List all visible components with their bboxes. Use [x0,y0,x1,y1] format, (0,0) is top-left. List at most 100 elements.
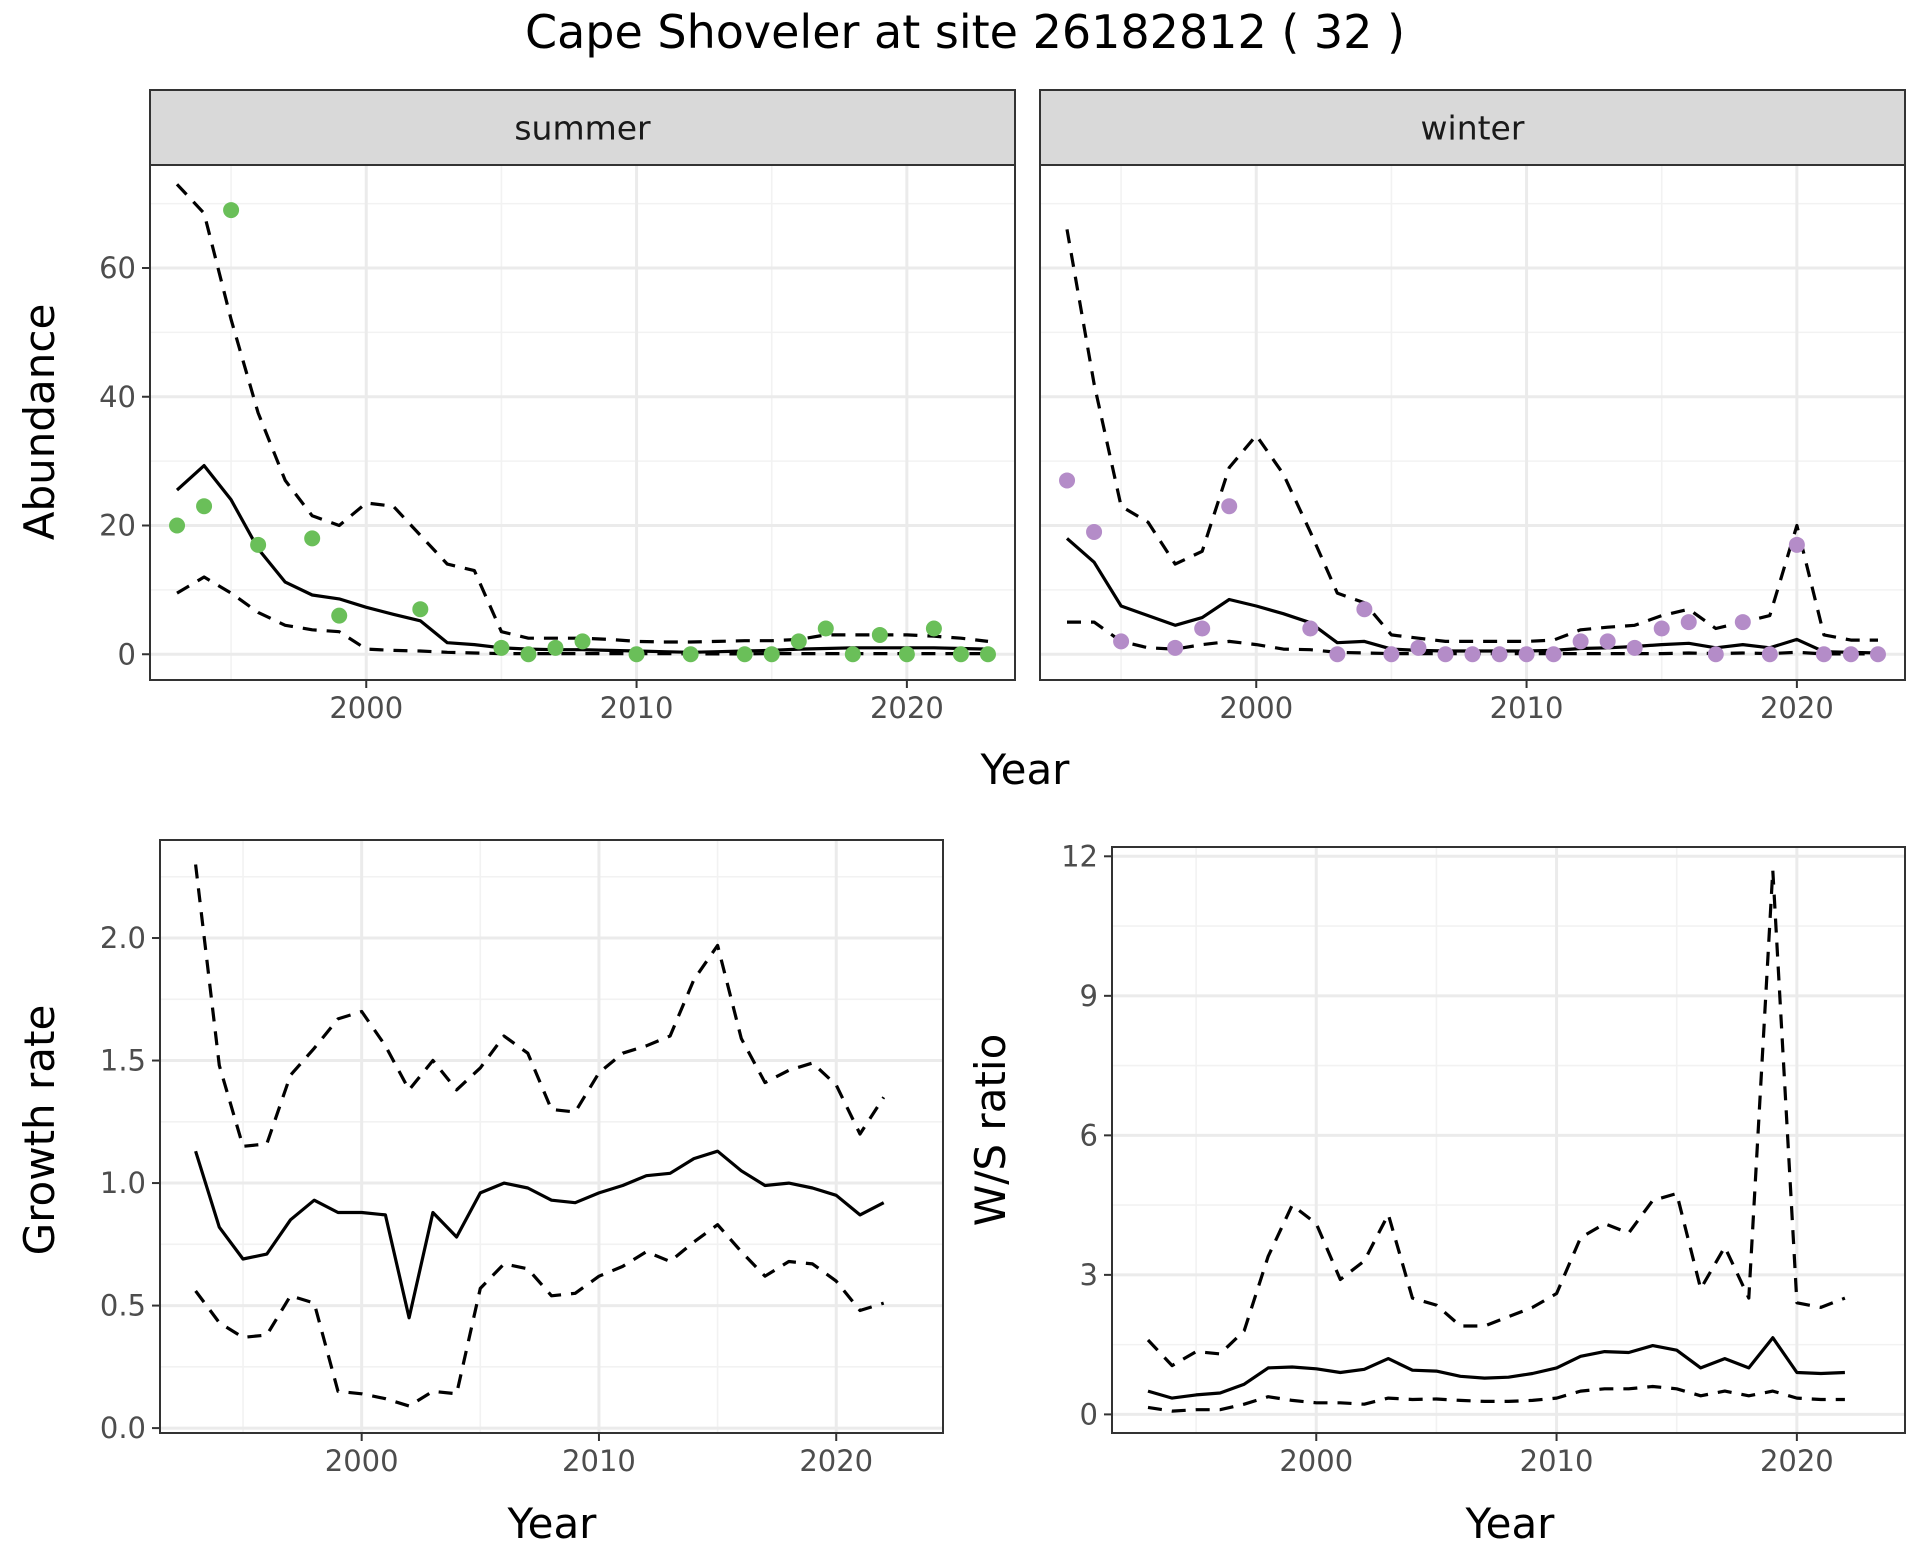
y-tick-label: 6 [1080,1118,1098,1152]
data-point [1437,646,1454,663]
y-tick-label: 40 [99,380,136,414]
series-line-lower [1147,1384,1845,1413]
facet-strip-label: summer [514,109,651,148]
y-tick-label: 0.5 [100,1289,146,1323]
x-tick-label: 2000 [1279,1444,1353,1478]
data-point [817,620,834,637]
data-point [223,202,240,219]
figure-title: Cape Shoveler at site 26182812 ( 32 ) [525,5,1405,59]
data-point [1869,646,1886,663]
data-point [169,517,186,534]
x-tick-label: 2010 [1490,691,1564,725]
data-point [1086,523,1103,540]
data-point [493,639,510,656]
data-point [574,633,591,650]
y-tick-label: 2.0 [100,921,146,955]
data-point [979,646,996,663]
x-tick-label: 2000 [1219,691,1293,725]
series-line-upper [175,183,989,644]
data-point [1464,646,1481,663]
facet-strip [149,89,1016,166]
data-point [898,646,915,663]
y-tick-label: 12 [1061,839,1098,873]
data-point [1626,639,1643,656]
data-point [1707,646,1724,663]
panel-ws-ratio: 2000 2010 2020 0 3 6 9 12 [1061,839,1906,1478]
x-tick-label: 2010 [1520,1444,1594,1478]
panel-summer: summer 2000 2010 2020 0 20 40 60 [99,89,1016,725]
data-point [682,646,699,663]
y-tick-label: 0 [1080,1397,1098,1431]
growth-x-axis-title: Year [507,1499,598,1548]
y-tick-label: 20 [99,509,136,543]
y-tick-label: 1.0 [100,1166,146,1200]
y-tick-label: 60 [99,251,136,285]
x-tick-label: 2000 [325,1444,399,1478]
data-point [1194,620,1211,637]
data-point [250,536,267,553]
data-point [1599,633,1616,650]
x-tick-label: 2010 [562,1444,636,1478]
panel-border [1111,846,1906,1434]
plot-background [160,840,943,1433]
data-point [1815,646,1832,663]
data-point [196,498,213,515]
top-y-axis-title: Abundance [15,304,64,541]
x-tick-label: 2010 [600,691,674,725]
data-point [790,633,807,650]
series-line-upper [1146,868,1846,1368]
data-point [1059,472,1076,489]
x-tick-label: 2000 [329,691,403,725]
data-point [763,646,780,663]
data-point [1221,498,1238,515]
data-point [1788,536,1805,553]
x-tick-label: 2020 [799,1444,873,1478]
ws-x-axis-title: Year [1465,1499,1556,1548]
series-line-mean [194,1149,885,1320]
plot-background [150,165,1015,680]
data-point [1167,639,1184,656]
x-tick-label: 2020 [1760,691,1834,725]
data-point [1113,633,1130,650]
data-point [1761,646,1778,663]
y-tick-label: 3 [1080,1258,1098,1292]
data-point [871,626,888,643]
data-point [520,646,537,663]
data-point [844,646,861,663]
data-point [1842,646,1859,663]
growth-y-axis-title: Growth rate [15,1005,64,1256]
ws-y-axis-title: W/S ratio [966,1034,1015,1227]
x-tick-label: 2020 [1760,1444,1834,1478]
y-tick-label: 1.5 [100,1044,146,1078]
data-point [952,646,969,663]
x-tick-label: 2020 [870,691,944,725]
data-point [736,646,753,663]
data-point [1734,614,1751,631]
data-point [1680,614,1697,631]
data-point [1518,646,1535,663]
top-x-axis-title: Year [980,745,1071,794]
panel-growth: 2000 2010 2020 0.0 0.5 1.0 1.5 2.0 [100,839,944,1478]
data-point [925,620,942,637]
data-point [1572,633,1589,650]
series-line-lower [194,1223,885,1408]
facet-strip-label: winter [1421,109,1525,148]
series-line-mean [1147,1336,1845,1400]
y-tick-label: 0.0 [100,1411,146,1445]
data-point [304,530,321,547]
data-point [547,639,564,656]
series-line-upper [194,864,886,1148]
y-tick-label: 9 [1080,979,1098,1013]
data-point [331,607,348,624]
plot-background [1040,165,1905,680]
data-point [1545,646,1562,663]
data-point [1491,646,1508,663]
data-point [412,601,429,618]
facet-strip [1039,89,1906,166]
data-point [1410,639,1427,656]
data-point [1653,620,1670,637]
panel-winter: winter 2000 2010 2020 [1039,89,1906,725]
plot-background [1112,847,1905,1433]
data-point [1383,646,1400,663]
